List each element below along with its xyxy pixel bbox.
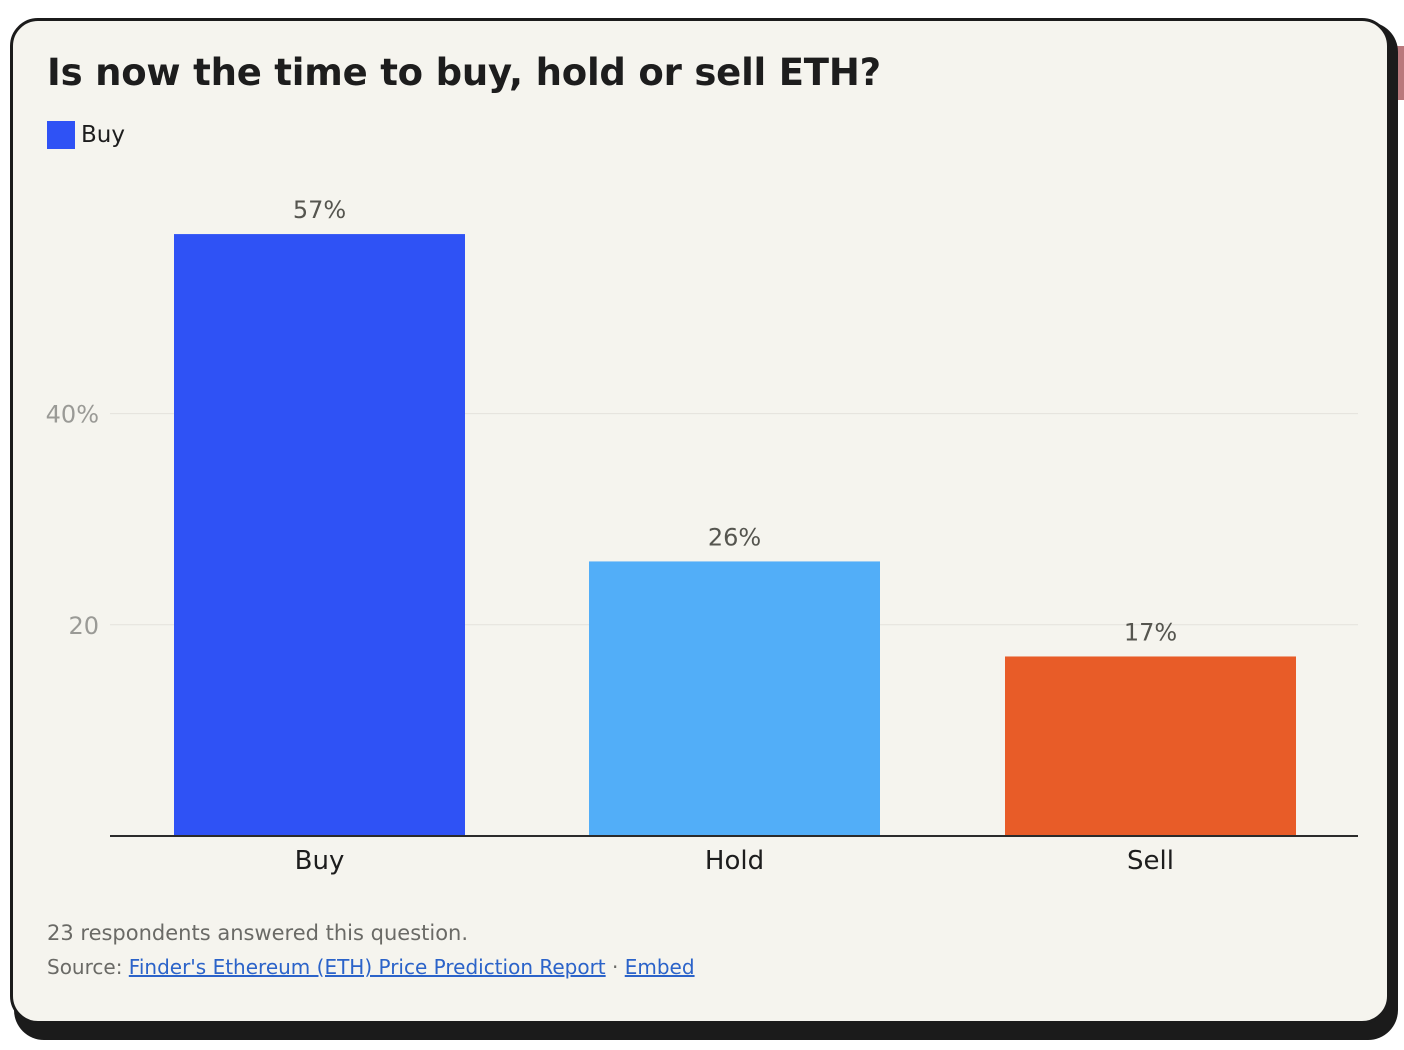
embed-link[interactable]: Embed: [624, 955, 695, 979]
source-line: Source: Finder's Ethereum (ETH) Price Pr…: [47, 955, 695, 979]
source-separator: ·: [612, 955, 619, 979]
chart-legend: Buy: [47, 121, 125, 149]
bar-sell: [1005, 656, 1296, 836]
value-label-buy: 57%: [293, 196, 346, 224]
source-prefix: Source:: [47, 955, 123, 979]
x-tick-label-sell: Sell: [1127, 846, 1174, 876]
chart-card: Is now the time to buy, hold or sell ETH…: [10, 18, 1390, 1024]
value-label-hold: 26%: [708, 523, 761, 551]
legend-label-buy: Buy: [81, 122, 125, 148]
bar-hold: [589, 561, 880, 836]
bar-chart: 20 40% 57% Buy 26% Hold 17% Sell: [46, 196, 1358, 876]
y-tick-label-40: 40%: [46, 401, 99, 429]
respondents-note: 23 respondents answered this question.: [47, 921, 469, 945]
source-report-link[interactable]: Finder's Ethereum (ETH) Price Prediction…: [128, 955, 606, 979]
y-tick-label-20: 20: [68, 612, 99, 640]
bar-buy: [174, 234, 465, 836]
value-label-sell: 17%: [1124, 618, 1177, 646]
chart-title: Is now the time to buy, hold or sell ETH…: [47, 51, 881, 94]
x-tick-label-hold: Hold: [705, 846, 764, 876]
x-tick-label-buy: Buy: [295, 846, 345, 876]
legend-swatch-buy: [47, 121, 75, 149]
